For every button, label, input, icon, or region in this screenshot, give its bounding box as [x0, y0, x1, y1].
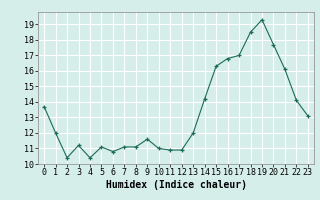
X-axis label: Humidex (Indice chaleur): Humidex (Indice chaleur) — [106, 180, 246, 190]
